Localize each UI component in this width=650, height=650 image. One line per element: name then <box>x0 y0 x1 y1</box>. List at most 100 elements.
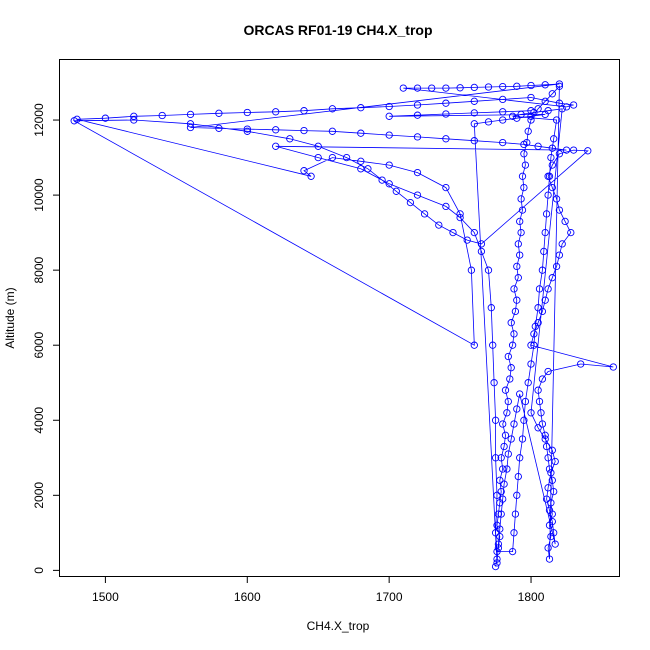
data-point <box>511 510 520 518</box>
data-point <box>530 341 538 349</box>
data-point <box>534 304 542 312</box>
data-point <box>499 108 507 116</box>
data-point <box>477 247 486 256</box>
data-point <box>548 144 556 152</box>
data-point <box>552 195 561 203</box>
series-layer <box>70 80 617 571</box>
data-point <box>510 330 518 338</box>
data-point <box>428 84 436 92</box>
y-tick-label: 4000 <box>32 407 46 434</box>
data-point <box>500 480 508 488</box>
data-point <box>541 435 549 443</box>
data-point <box>555 251 564 259</box>
data-point <box>516 217 524 226</box>
data-point <box>470 228 478 237</box>
data-point <box>449 228 457 237</box>
data-point <box>385 180 393 188</box>
data-point <box>300 107 308 115</box>
data-point <box>504 352 512 361</box>
data-point <box>562 103 571 111</box>
data-point <box>385 112 393 120</box>
data-point <box>243 125 251 133</box>
data-point <box>609 363 617 371</box>
data-point <box>545 506 554 514</box>
data-point <box>510 529 518 537</box>
data-point <box>186 120 195 128</box>
data-point <box>493 555 501 563</box>
data-point <box>501 386 510 394</box>
data-point <box>544 191 552 199</box>
data-point <box>514 240 522 248</box>
data-point <box>392 187 400 195</box>
data-point <box>413 111 422 119</box>
data-point <box>558 240 566 248</box>
data-point <box>442 135 450 143</box>
data-point <box>517 110 525 119</box>
data-point <box>550 135 558 143</box>
data-point <box>307 172 315 180</box>
data-point <box>548 517 556 526</box>
data-point <box>158 111 166 120</box>
data-point <box>328 127 337 135</box>
data-point <box>544 367 552 376</box>
data-point <box>499 138 507 147</box>
data-point <box>406 198 415 207</box>
data-point <box>499 116 507 124</box>
data-point <box>530 330 538 338</box>
data-point <box>470 137 478 145</box>
data-point <box>130 116 138 124</box>
data-point <box>555 99 564 107</box>
data-point <box>527 360 535 368</box>
data-point <box>484 118 493 126</box>
data-point <box>513 491 521 499</box>
data-point <box>484 83 493 91</box>
data-point <box>508 547 517 556</box>
data-point <box>548 274 556 282</box>
data-point <box>584 147 592 155</box>
x-tick-label: 1700 <box>376 590 403 604</box>
data-point <box>420 210 429 218</box>
data-point <box>497 487 505 496</box>
y-tick-label: 10000 <box>32 178 46 212</box>
data-point <box>215 109 223 117</box>
data-point <box>272 142 280 150</box>
y-tick-label: 8000 <box>32 256 46 283</box>
data-point <box>544 484 552 492</box>
data-point <box>516 390 524 398</box>
data-point <box>385 102 393 111</box>
x-axis-label: CH4.X_trop <box>307 619 370 633</box>
data-point <box>503 465 511 473</box>
data-point <box>545 465 554 473</box>
data-point <box>527 112 535 120</box>
data-point <box>493 547 501 556</box>
data-point <box>272 108 280 116</box>
data-point <box>491 416 500 424</box>
data-point <box>527 93 535 102</box>
data-point <box>545 172 554 180</box>
data-point <box>550 529 558 537</box>
data-point <box>535 397 544 406</box>
data-point <box>513 114 521 122</box>
data-point <box>534 142 542 150</box>
data-point <box>385 161 393 169</box>
data-point <box>456 210 464 218</box>
data-point <box>541 296 549 304</box>
data-point <box>510 285 518 293</box>
data-point <box>493 491 501 499</box>
data-point <box>541 97 549 105</box>
data-point <box>487 304 495 312</box>
data-point <box>520 150 528 158</box>
x-tick-label: 1800 <box>518 590 545 604</box>
data-point <box>513 405 521 413</box>
data-point <box>547 469 555 477</box>
data-point <box>534 105 542 113</box>
data-point <box>569 146 578 154</box>
data-point <box>364 165 372 173</box>
data-point <box>507 364 515 372</box>
data-point <box>496 532 504 541</box>
data-point <box>357 157 365 165</box>
data-point <box>507 319 515 327</box>
data-point <box>537 409 545 417</box>
data-point <box>442 110 450 118</box>
data-point <box>541 228 549 237</box>
